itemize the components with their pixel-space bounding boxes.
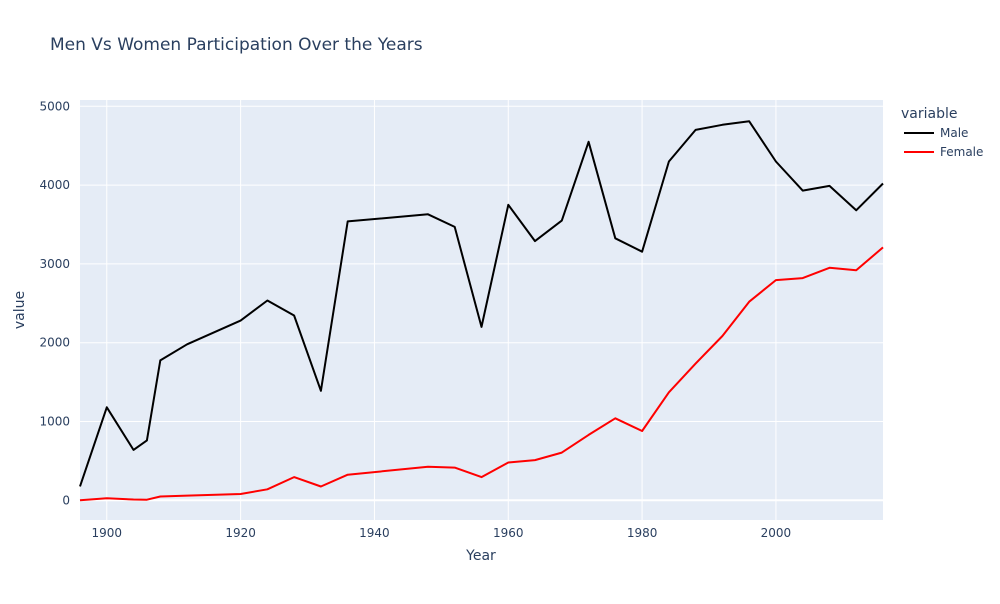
y-tick-label: 5000 — [39, 99, 70, 113]
legend-title: variable — [901, 106, 957, 122]
x-tick-label: 2000 — [761, 526, 792, 540]
y-axis-label: value — [12, 291, 28, 329]
series-line-male — [79, 120, 884, 487]
x-axis-label: Year — [465, 548, 496, 564]
chart-title: Men Vs Women Participation Over the Year… — [50, 35, 423, 55]
x-tick-label: 1920 — [225, 526, 256, 540]
y-tick-label: 2000 — [39, 336, 70, 350]
y-tick-label: 0 — [62, 493, 70, 507]
y-tick-label: 3000 — [39, 257, 70, 271]
y-tick-label: 1000 — [39, 415, 70, 429]
legend: variable Male Female — [901, 106, 983, 159]
legend-items: Male Female — [904, 126, 983, 159]
x-tick-labels: 1900 1920 1940 1960 1980 2000 — [91, 526, 791, 540]
plot-area — [80, 100, 883, 520]
legend-item-female[interactable]: Female — [904, 145, 983, 159]
y-gridlines — [80, 105, 883, 502]
x-tick-label: 1900 — [91, 526, 122, 540]
x-tick-label: 1940 — [359, 526, 390, 540]
x-tick-label: 1960 — [493, 526, 524, 540]
legend-label: Male — [940, 126, 968, 140]
y-tick-labels: 0 1000 2000 3000 4000 5000 — [39, 99, 70, 507]
x-gridlines — [106, 100, 777, 520]
series-line-female — [79, 246, 884, 502]
legend-item-male[interactable]: Male — [904, 126, 968, 140]
series-lines — [79, 120, 884, 502]
x-tick-label: 1980 — [627, 526, 658, 540]
y-tick-label: 4000 — [39, 178, 70, 192]
legend-label: Female — [940, 145, 983, 159]
